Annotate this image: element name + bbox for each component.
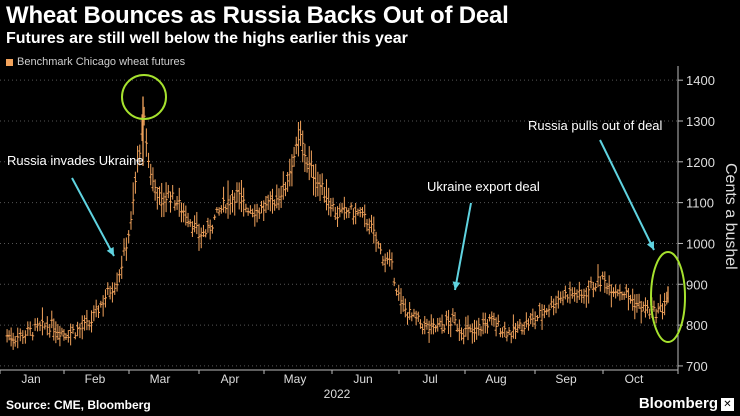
x-tick-label: Jul [422,372,437,386]
legend-swatch [6,58,13,66]
highlight-circle-peak [121,74,167,120]
arrow-pull-out-head [646,241,654,250]
y-tick-label: 1000 [686,236,715,251]
x-year-label: 2022 [324,387,351,401]
legend-label: Benchmark Chicago wheat futures [17,56,186,68]
y-tick-label: 900 [686,277,708,292]
y-tick-label: 1100 [686,196,714,211]
annotation-pull-out: Russia pulls out of deal [528,118,663,133]
y-tick-label: 800 [686,318,708,333]
annotation-export-deal: Ukraine export deal [427,179,540,194]
x-tick-label: Sep [555,372,577,386]
x-tick-label: Jan [21,372,40,386]
x-tick-label: Mar [150,372,171,386]
arrow-pull-out [599,139,655,251]
y-tick-label: 1300 [686,114,715,129]
chart-title: Wheat Bounces as Russia Backs Out of Dea… [6,2,509,29]
x-tick-label: Feb [85,372,106,386]
x-tick-label: May [284,372,307,386]
arrow-export-deal [454,202,472,291]
bloomberg-logo: Bloomberg [638,395,718,412]
legend: Benchmark Chicago wheat futures [6,56,185,68]
y-axis-label: Cents a bushel [722,163,739,270]
highlight-circle-latest [650,251,686,343]
arrow-invasion-head [106,247,114,256]
x-tick-label: Jun [353,372,372,386]
x-tick-label: Aug [485,372,506,386]
x-tick-label: Apr [221,372,240,386]
y-tick-label: 1400 [686,73,715,88]
y-tick-label: 1200 [686,155,715,170]
source-note: Source: CME, Bloomberg [6,398,151,412]
arrow-export-deal-head [452,281,461,290]
x-tick-label: Oct [625,372,644,386]
arrow-invasion [71,177,115,257]
chart-subtitle: Futures are still well below the highs e… [6,30,408,47]
bloomberg-terminal-icon: ✕ [721,398,734,411]
y-tick-label: 700 [686,359,708,374]
annotation-invasion: Russia invades Ukraine [7,153,144,168]
